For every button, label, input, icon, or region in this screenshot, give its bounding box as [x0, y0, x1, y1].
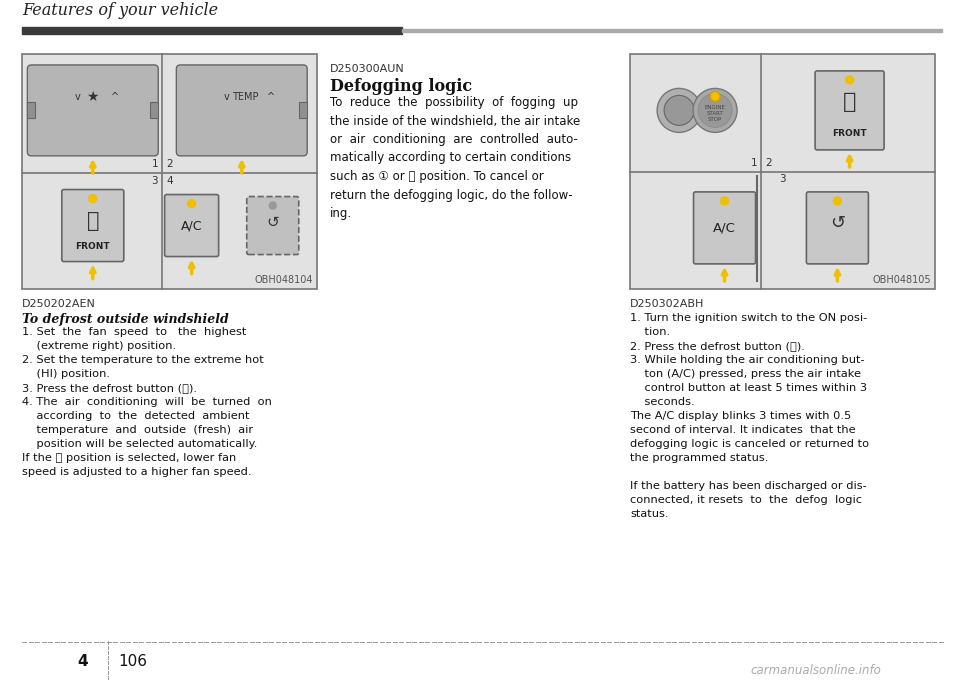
Circle shape	[187, 200, 196, 207]
Text: ★: ★	[86, 90, 99, 105]
Text: D250300AUN: D250300AUN	[330, 64, 405, 74]
Text: v: v	[224, 92, 229, 103]
Text: FRONT: FRONT	[76, 242, 110, 251]
Text: 106: 106	[118, 654, 147, 669]
Text: To  reduce  the  possibility  of  fogging  up
the inside of the windshield, the : To reduce the possibility of fogging up …	[330, 96, 580, 220]
Text: Features of your vehicle: Features of your vehicle	[22, 2, 218, 19]
Circle shape	[698, 94, 732, 127]
FancyBboxPatch shape	[693, 192, 756, 264]
FancyBboxPatch shape	[806, 192, 869, 264]
FancyBboxPatch shape	[164, 194, 219, 256]
Circle shape	[664, 95, 694, 125]
FancyBboxPatch shape	[177, 65, 307, 156]
Bar	[150, 103, 158, 119]
Bar	[22, 54, 317, 289]
Text: D250302ABH: D250302ABH	[630, 299, 705, 309]
Text: 1. Turn the ignition switch to the ON posi-
    tion.
2. Press the defrost butto: 1. Turn the ignition switch to the ON po…	[630, 313, 869, 519]
FancyBboxPatch shape	[61, 189, 124, 262]
Bar	[630, 54, 935, 289]
Text: ↺: ↺	[266, 215, 279, 230]
Text: Defogging logic: Defogging logic	[330, 78, 472, 95]
Text: ↺: ↺	[829, 214, 845, 232]
Text: 2: 2	[765, 158, 772, 167]
Text: A/C: A/C	[713, 221, 736, 234]
Text: A/C: A/C	[180, 219, 203, 232]
Text: TEMP: TEMP	[232, 92, 259, 103]
Bar	[402, 29, 942, 32]
Text: 3: 3	[152, 176, 158, 185]
Text: ⧉: ⧉	[843, 92, 856, 112]
Text: 4: 4	[78, 654, 88, 669]
FancyBboxPatch shape	[247, 196, 299, 254]
Text: 3: 3	[780, 174, 786, 185]
Circle shape	[846, 76, 853, 84]
FancyBboxPatch shape	[28, 65, 158, 156]
Circle shape	[269, 202, 276, 209]
Circle shape	[88, 194, 97, 203]
FancyBboxPatch shape	[815, 71, 884, 150]
Text: OBH048104: OBH048104	[254, 275, 313, 285]
Circle shape	[657, 88, 701, 132]
Text: v: v	[75, 92, 81, 103]
Bar	[300, 103, 307, 119]
Text: carmanualsonline.info: carmanualsonline.info	[750, 664, 881, 677]
Text: 4: 4	[166, 176, 173, 185]
Text: FRONT: FRONT	[832, 129, 867, 138]
Text: 1: 1	[751, 158, 757, 167]
Text: ⧉: ⧉	[86, 211, 99, 231]
Text: To defrost outside windshield: To defrost outside windshield	[22, 313, 228, 326]
Bar	[28, 103, 36, 119]
Text: D250202AEN: D250202AEN	[22, 299, 96, 309]
Text: 1: 1	[152, 158, 158, 169]
Circle shape	[833, 197, 841, 205]
Text: 2: 2	[166, 158, 173, 169]
Text: 1. Set  the  fan  speed  to   the  highest
    (extreme right) position.
2. Set : 1. Set the fan speed to the highest (ext…	[22, 327, 272, 477]
Circle shape	[710, 92, 720, 101]
Text: OBH048105: OBH048105	[873, 275, 931, 285]
Text: ^: ^	[267, 92, 275, 103]
Bar	[22, 27, 402, 34]
Text: ENGINE
START
STOP: ENGINE START STOP	[705, 105, 726, 122]
Circle shape	[721, 197, 729, 205]
Circle shape	[693, 88, 737, 132]
Text: ^: ^	[110, 92, 119, 103]
